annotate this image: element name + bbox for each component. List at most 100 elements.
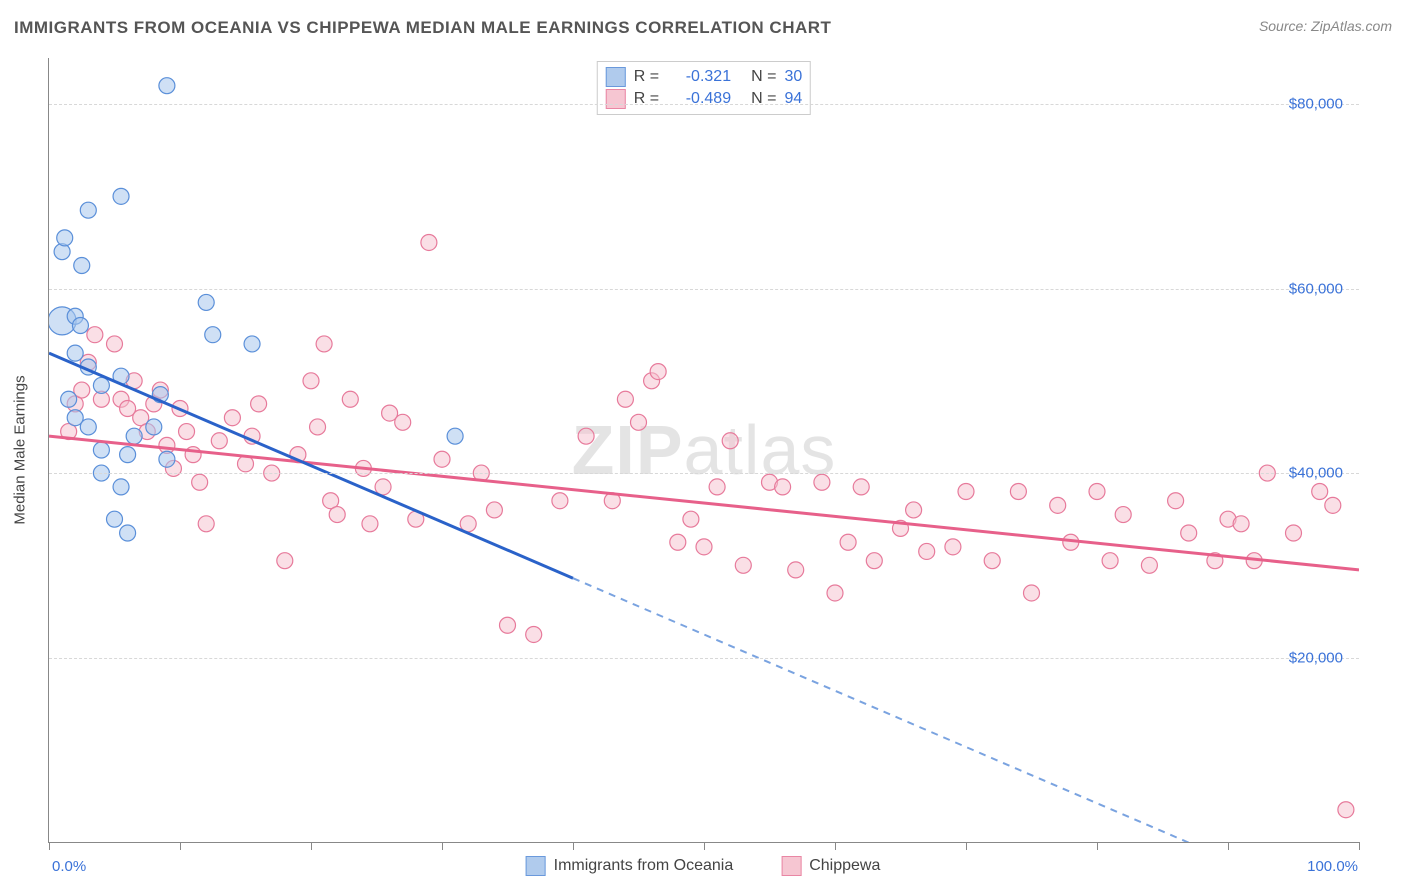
scatter-point-chippewa: [853, 479, 869, 495]
scatter-point-chippewa: [179, 424, 195, 440]
scatter-point-oceania: [67, 308, 83, 324]
scatter-point-chippewa: [1102, 553, 1118, 569]
gridline: [49, 473, 1359, 474]
scatter-point-oceania: [113, 479, 129, 495]
scatter-point-oceania: [93, 442, 109, 458]
x-tick: [180, 842, 181, 850]
scatter-point-oceania: [113, 368, 129, 384]
scatter-point-chippewa: [152, 382, 168, 398]
legend-r-value-chippewa: -0.489: [667, 88, 731, 110]
x-axis-label-right: 100.0%: [1307, 858, 1358, 875]
legend-swatch-chippewa: [781, 856, 801, 876]
scatter-point-chippewa: [198, 516, 214, 532]
y-axis-title: Median Male Earnings: [12, 375, 29, 524]
scatter-point-oceania: [61, 391, 77, 407]
scatter-point-chippewa: [984, 553, 1000, 569]
x-tick: [1359, 842, 1360, 850]
scatter-point-oceania: [159, 451, 175, 467]
scatter-point-chippewa: [650, 364, 666, 380]
scatter-point-oceania: [447, 428, 463, 444]
scatter-point-chippewa: [244, 428, 260, 444]
scatter-point-chippewa: [486, 502, 502, 518]
x-tick: [49, 842, 50, 850]
x-tick: [1097, 842, 1098, 850]
scatter-point-chippewa: [1233, 516, 1249, 532]
legend-label-oceania: Immigrants from Oceania: [554, 857, 734, 875]
scatter-point-chippewa: [1115, 507, 1131, 523]
scatter-point-oceania: [113, 188, 129, 204]
scatter-point-chippewa: [604, 493, 620, 509]
scatter-point-chippewa: [1050, 497, 1066, 513]
legend-item-chippewa: Chippewa: [781, 856, 880, 876]
scatter-point-chippewa: [277, 553, 293, 569]
scatter-point-chippewa: [382, 405, 398, 421]
scatter-point-chippewa: [735, 557, 751, 573]
scatter-point-chippewa: [906, 502, 922, 518]
scatter-point-chippewa: [1246, 553, 1262, 569]
scatter-point-oceania: [120, 447, 136, 463]
plot-area: ZIPatlas R = -0.321 N = 30 R = -0.489 N …: [48, 58, 1359, 843]
scatter-point-chippewa: [1286, 525, 1302, 541]
scatter-point-chippewa: [958, 484, 974, 500]
scatter-point-chippewa: [211, 433, 227, 449]
source-label: Source: ZipAtlas.com: [1259, 18, 1392, 34]
scatter-point-chippewa: [1338, 802, 1354, 818]
legend-swatch-oceania: [606, 67, 626, 87]
scatter-point-oceania: [67, 345, 83, 361]
scatter-point-oceania: [126, 428, 142, 444]
scatter-point-chippewa: [323, 493, 339, 509]
scatter-point-chippewa: [434, 451, 450, 467]
gridline: [49, 104, 1359, 105]
gridline: [49, 658, 1359, 659]
scatter-point-chippewa: [61, 424, 77, 440]
legend-r-value-oceania: -0.321: [667, 66, 731, 88]
scatter-point-oceania: [57, 230, 73, 246]
scatter-point-chippewa: [1024, 585, 1040, 601]
legend-n-label: N =: [751, 66, 776, 88]
gridline: [49, 289, 1359, 290]
scatter-point-chippewa: [552, 493, 568, 509]
scatter-point-oceania: [107, 511, 123, 527]
x-tick: [966, 842, 967, 850]
scatter-point-chippewa: [107, 336, 123, 352]
scatter-point-chippewa: [919, 543, 935, 559]
scatter-point-chippewa: [827, 585, 843, 601]
legend-bottom: Immigrants from Oceania Chippewa: [526, 856, 881, 876]
y-tick-label: $80,000: [1289, 96, 1343, 113]
scatter-point-oceania: [80, 359, 96, 375]
scatter-point-chippewa: [788, 562, 804, 578]
scatter-point-chippewa: [165, 460, 181, 476]
scatter-point-chippewa: [355, 460, 371, 476]
scatter-point-chippewa: [362, 516, 378, 532]
scatter-point-oceania: [152, 387, 168, 403]
legend-n-value-chippewa: 94: [784, 88, 802, 110]
legend-stats: R = -0.321 N = 30 R = -0.489 N = 94: [597, 61, 811, 115]
scatter-point-chippewa: [80, 354, 96, 370]
legend-swatch-chippewa: [606, 89, 626, 109]
legend-swatch-oceania: [526, 856, 546, 876]
scatter-point-chippewa: [395, 414, 411, 430]
scatter-point-chippewa: [617, 391, 633, 407]
x-tick: [573, 842, 574, 850]
scatter-point-chippewa: [670, 534, 686, 550]
scatter-point-chippewa: [683, 511, 699, 527]
scatter-point-chippewa: [93, 391, 109, 407]
chart-title: IMMIGRANTS FROM OCEANIA VS CHIPPEWA MEDI…: [14, 18, 831, 38]
scatter-point-chippewa: [133, 410, 149, 426]
x-axis-label-left: 0.0%: [52, 858, 86, 875]
scatter-point-chippewa: [1220, 511, 1236, 527]
scatter-point-chippewa: [303, 373, 319, 389]
scatter-point-chippewa: [251, 396, 267, 412]
x-tick: [442, 842, 443, 850]
scatter-point-chippewa: [500, 617, 516, 633]
scatter-point-chippewa: [342, 391, 358, 407]
scatter-point-oceania: [146, 419, 162, 435]
scatter-point-chippewa: [192, 474, 208, 490]
watermark: ZIPatlas: [572, 410, 837, 490]
scatter-point-chippewa: [375, 479, 391, 495]
scatter-point-chippewa: [1063, 534, 1079, 550]
scatter-point-oceania: [93, 377, 109, 393]
scatter-point-chippewa: [67, 396, 83, 412]
scatter-point-oceania: [205, 327, 221, 343]
scatter-point-chippewa: [866, 553, 882, 569]
